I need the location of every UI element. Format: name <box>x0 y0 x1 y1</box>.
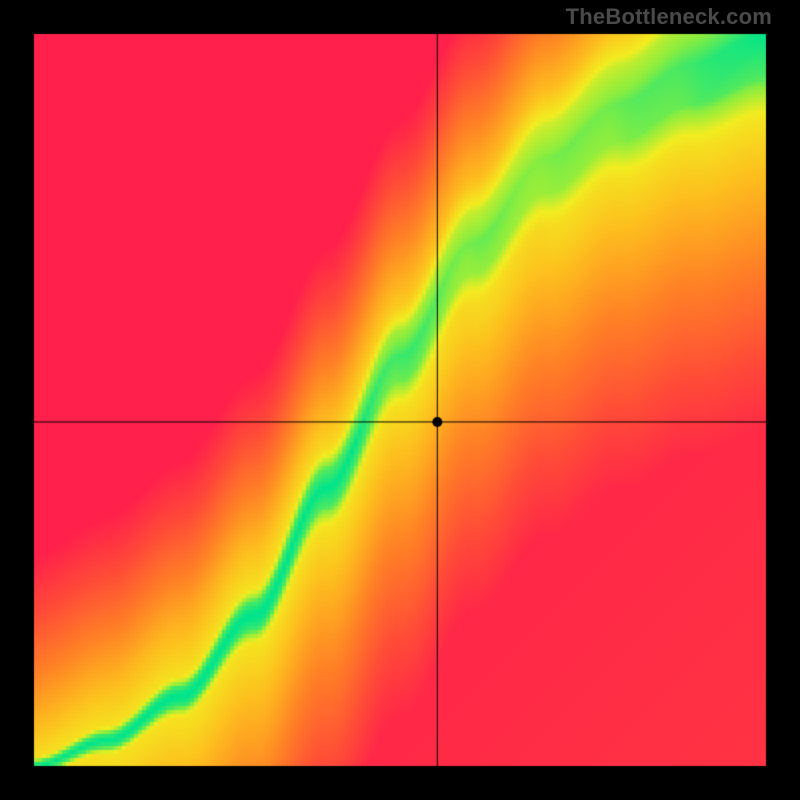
chart-container: TheBottleneck.com <box>0 0 800 800</box>
watermark-text: TheBottleneck.com <box>566 4 772 30</box>
heatmap-canvas <box>0 0 800 800</box>
